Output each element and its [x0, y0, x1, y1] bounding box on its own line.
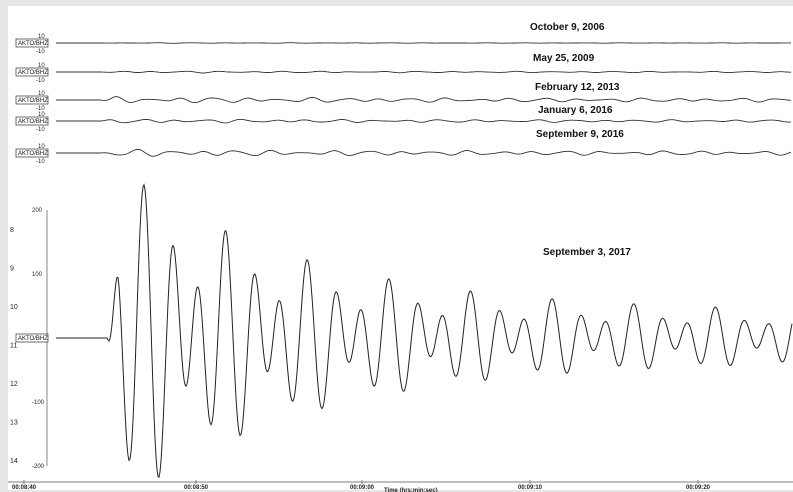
x-tick-label: 00:08:50	[184, 485, 209, 491]
event-label: September 3, 2017	[543, 247, 631, 258]
row-label: 10	[10, 304, 18, 311]
main-ytick: 100	[32, 272, 43, 278]
row-label: 14	[10, 458, 18, 465]
station-label: AKTO/BHZ	[18, 98, 48, 104]
station-box	[15, 116, 49, 126]
x-tick-label: 00:09:00	[350, 485, 375, 491]
trace-line	[56, 96, 792, 104]
station-label: AKTO/BHZ	[18, 151, 48, 157]
station-box	[15, 95, 49, 105]
main-ytick: -100	[32, 400, 45, 406]
trace-ytick: -10	[36, 159, 45, 165]
trace-ytick: 10	[38, 112, 45, 118]
station-box	[15, 148, 49, 158]
trace-line	[56, 118, 791, 124]
trace-ytick: 10	[38, 91, 45, 97]
station-box	[15, 67, 49, 77]
event-label: January 6, 2016	[538, 105, 613, 116]
station-label: AKTO/BHZ	[18, 336, 48, 342]
trace-line	[56, 70, 791, 74]
event-label: September 9, 2016	[536, 129, 624, 140]
event-label: February 12, 2013	[535, 82, 620, 93]
main-trace-line	[56, 183, 793, 479]
station-label: AKTO/BHZ	[18, 41, 48, 47]
main-ytick: -200	[32, 464, 45, 470]
trace-ytick: -10	[36, 49, 45, 55]
trace-ytick: 10	[38, 34, 45, 40]
trace-ytick: 10	[38, 144, 45, 150]
x-tick-label: 00:09:20	[686, 485, 711, 491]
station-box	[15, 38, 49, 48]
trace-ytick: -10	[36, 127, 45, 133]
row-label: 9	[10, 266, 14, 273]
x-axis: 00:08:40 00:08:50 00:09:00 00:09:10 00:09:20…	[8, 480, 793, 492]
station-label: AKTO/BHZ	[18, 70, 48, 76]
main-ytick: 200	[32, 208, 43, 214]
trace-line	[56, 148, 792, 157]
station-box	[15, 333, 49, 343]
row-label: 11	[10, 343, 17, 350]
event-label: October 9, 2006	[530, 22, 605, 33]
trace-ytick: -10	[36, 106, 45, 112]
x-axis-label: Time (hrs:min:sec)	[384, 488, 438, 492]
row-label: 8	[10, 227, 14, 234]
station-label: AKTO/BHZ	[18, 119, 48, 125]
traces-layer	[56, 42, 793, 479]
trace-ytick: 10	[38, 63, 45, 69]
x-tick-label: 00:09:10	[518, 485, 543, 491]
row-label: 12	[10, 381, 18, 388]
trace-line	[56, 42, 792, 44]
trace-ytick: -10	[36, 78, 45, 84]
x-tick-label: 00:08:40	[12, 485, 37, 491]
event-label: May 25, 2009	[533, 53, 595, 64]
row-label: 13	[10, 420, 18, 427]
